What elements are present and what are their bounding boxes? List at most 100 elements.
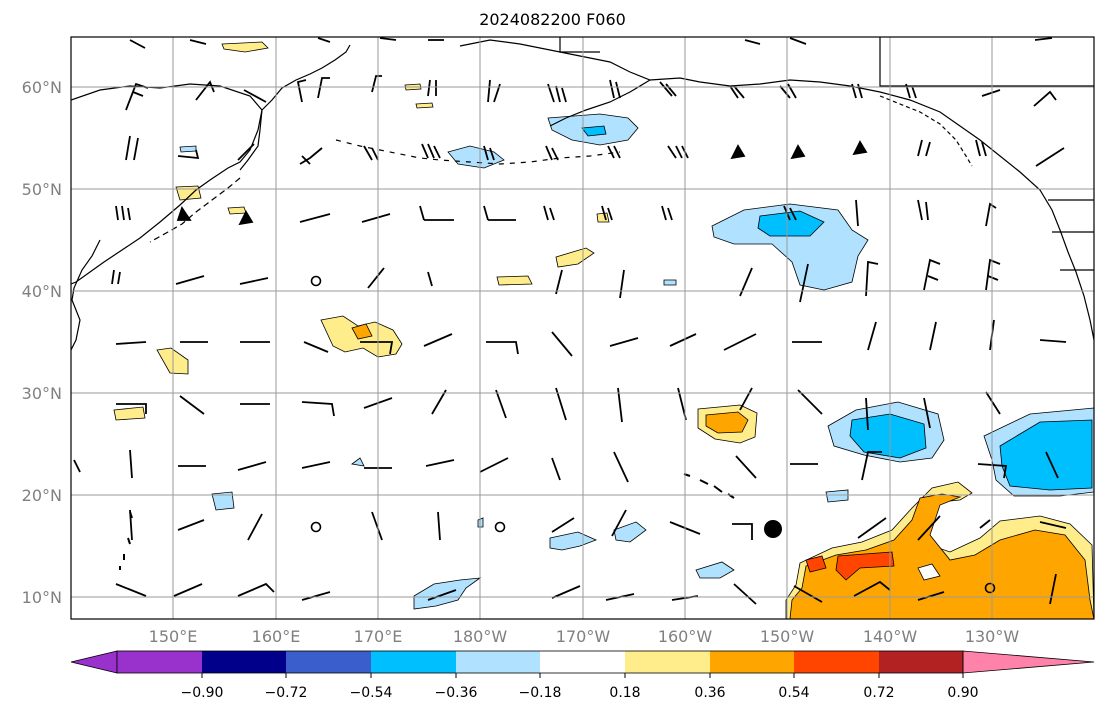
positive-region [835, 551, 895, 581]
wind-barb [790, 144, 806, 160]
wind-barb [729, 85, 745, 99]
lat-label: 20°N [22, 486, 62, 505]
colorbar-bin [286, 651, 371, 673]
wind-barb [1039, 339, 1067, 343]
colorbar-bin [117, 651, 202, 673]
wind-barb [923, 397, 931, 429]
lon-label: 130°W [965, 627, 1020, 646]
wind-barb [923, 258, 941, 291]
wind-barb [793, 585, 823, 603]
wind-barb [917, 139, 931, 157]
colorbar: −0.90 −0.72 −0.54 −0.36 −0.18 0.18 0.36 … [70, 650, 1095, 701]
wind-barb [1034, 37, 1053, 41]
wind-barb [732, 523, 753, 540]
wind-barb [73, 459, 81, 473]
wind-barb [179, 395, 205, 415]
wind-barb [177, 519, 205, 531]
wind-barb [744, 39, 761, 45]
lon-label: 160°W [658, 627, 713, 646]
calm-circle [310, 275, 322, 287]
wind-barb [545, 145, 559, 161]
wind-barb [609, 79, 621, 99]
colorbar-bin [202, 651, 286, 673]
lon-label: 140°W [863, 627, 918, 646]
wind-barb [176, 205, 192, 221]
negative-region [757, 210, 825, 237]
positive-region [415, 102, 434, 109]
wind-barb [483, 145, 495, 161]
wind-barb [543, 205, 555, 221]
negative-region [613, 521, 647, 543]
wind-barb [247, 513, 263, 541]
wind-barb [116, 403, 147, 414]
wind-barb [619, 269, 625, 299]
longitude-labels: 150°E 160°E 170°E 180°W 170°W 160°W 150°… [149, 627, 1020, 646]
lat-label: 60°N [22, 78, 62, 97]
wind-barb [797, 389, 823, 415]
wind-barb [237, 582, 275, 597]
wind-barb [739, 387, 753, 411]
positive-region [596, 212, 610, 223]
kamchatka-coast [261, 44, 351, 111]
wind-barb [799, 263, 809, 303]
wind-barb [115, 341, 147, 345]
wind-barb [195, 80, 215, 101]
colorbar-tick-label: 0.54 [778, 685, 809, 701]
positive-region [221, 41, 269, 53]
wind-barb [979, 519, 991, 529]
colorbar-tick-label: 0.36 [694, 685, 725, 701]
wind-barb [479, 457, 509, 473]
alaska-peninsula [549, 79, 651, 127]
wind-barb [317, 77, 330, 99]
japan-coast [71, 239, 101, 351]
wind-barb [129, 449, 133, 479]
wind-barb [115, 583, 147, 597]
wind-barb [299, 147, 323, 165]
location-marker [764, 520, 782, 538]
wind-barb [861, 451, 882, 481]
wind-barb [659, 81, 677, 97]
wind-barb [852, 140, 868, 156]
negative-region [351, 457, 365, 467]
wind-barb [601, 205, 613, 221]
positive-region [351, 323, 373, 340]
wind-barb [617, 387, 623, 423]
negative-region [581, 125, 607, 137]
colorbar-bin [625, 651, 710, 673]
wind-barb [111, 269, 121, 285]
wind-barb [853, 580, 891, 597]
lat-label: 30°N [22, 384, 62, 403]
wind-barb [175, 275, 205, 285]
calm-markers [310, 275, 996, 594]
asia-coast [71, 83, 263, 285]
map-frame [70, 36, 1095, 620]
colorbar-bin [540, 651, 625, 673]
wind-barb [423, 333, 453, 347]
positive-region [705, 411, 749, 434]
wind-barb [177, 149, 200, 160]
wind-barb [129, 39, 146, 49]
wind-barb [125, 135, 139, 161]
colorbar-bin [879, 651, 963, 673]
colorbar-tick-label: −0.54 [350, 685, 393, 701]
wind-barb [917, 591, 945, 601]
colorbar-tick-label: 0.90 [947, 685, 978, 701]
wind-barb [301, 401, 335, 417]
hawaii-islands [683, 473, 735, 499]
wind-barb [237, 461, 267, 471]
wind-barb [555, 269, 563, 295]
wind-barb [735, 455, 757, 479]
wind-barb [981, 89, 1001, 97]
colorbar-tick-label: 0.72 [863, 685, 894, 701]
wind-barb [483, 205, 516, 221]
wind-barb [929, 321, 937, 351]
colorbar-tick-label: 0.18 [609, 685, 640, 701]
canada-border [879, 37, 1094, 87]
colorbar-under-arrow [70, 650, 118, 674]
gridlines [71, 37, 1094, 619]
wind-barb [609, 337, 639, 347]
negative-region [711, 203, 869, 291]
shaded-regions [113, 41, 1094, 619]
wind-barb [115, 205, 131, 221]
